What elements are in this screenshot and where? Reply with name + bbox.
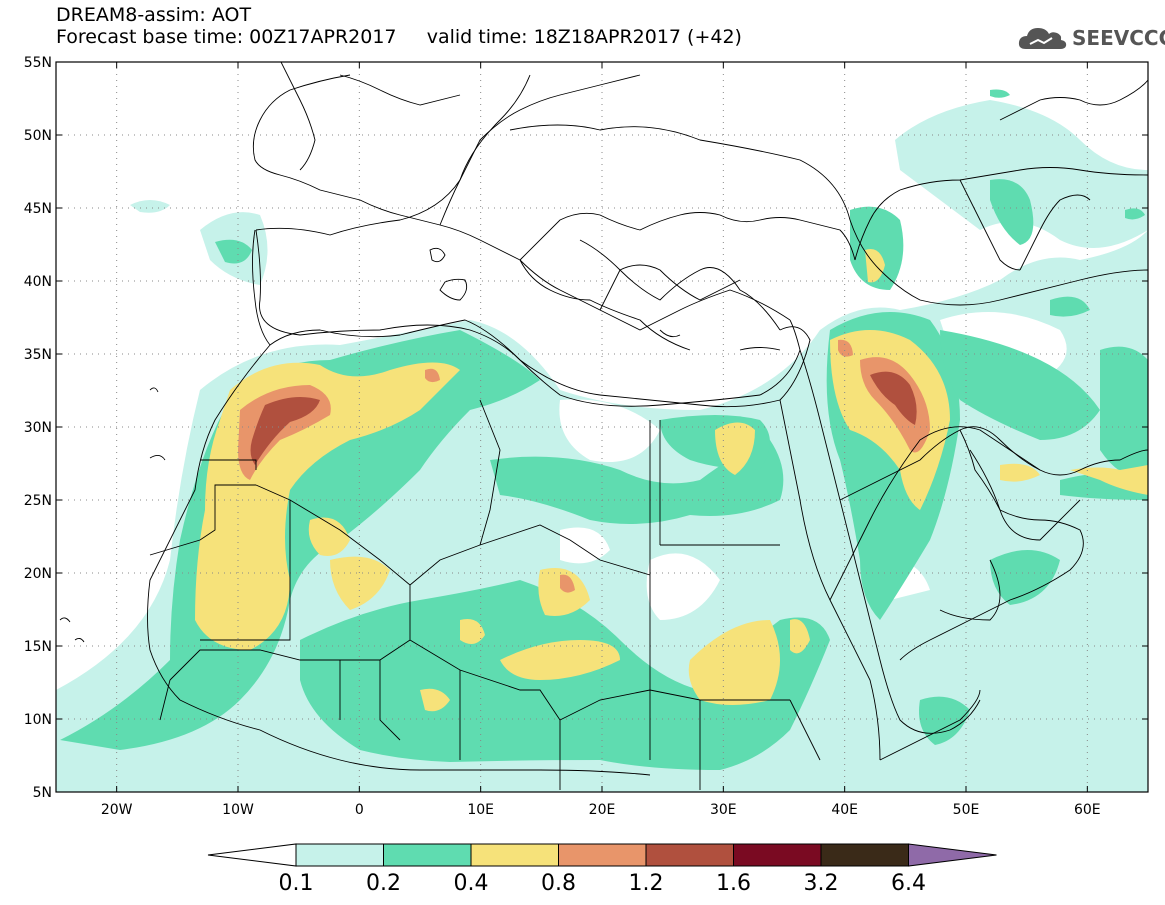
colorbar-level-label: 6.4 bbox=[891, 871, 926, 896]
colorbar-swatch bbox=[295, 843, 384, 867]
lat-tick-label: 30N bbox=[24, 420, 52, 436]
colorbar-min-triangle bbox=[207, 843, 297, 867]
colorbar-level-label: 0.8 bbox=[541, 871, 576, 896]
colorbar-swatch bbox=[383, 843, 472, 867]
lon-tick-label: 40E bbox=[831, 802, 858, 818]
coastlines bbox=[59, 62, 1148, 776]
lon-tick-label: 10W bbox=[222, 802, 254, 818]
seevccc-logo: SEEVCCC bbox=[1016, 22, 1165, 54]
longitude-axis: 20W 10W 0 10E 20E 30E 40E 50E 60E bbox=[101, 62, 1101, 818]
colorbar-level-label: 3.2 bbox=[804, 871, 839, 896]
lon-tick-label: 30E bbox=[710, 802, 737, 818]
colorbar-swatch bbox=[733, 843, 822, 867]
lon-tick-label: 0 bbox=[355, 802, 364, 818]
colorbar-level-label: 0.1 bbox=[279, 871, 314, 896]
lat-tick-label: 25N bbox=[24, 493, 52, 509]
aot-colorbar: 0.1 0.2 0.4 0.8 1.2 1.6 3.2 6.4 bbox=[207, 843, 997, 896]
lat-tick-label: 20N bbox=[24, 566, 52, 582]
colorbar-level-label: 1.6 bbox=[716, 871, 751, 896]
colorbar-swatch bbox=[645, 843, 734, 867]
lat-tick-label: 15N bbox=[24, 639, 52, 655]
colorbar-swatch bbox=[820, 843, 909, 867]
colorbar-level-label: 0.4 bbox=[454, 871, 489, 896]
colorbar-level-label: 0.2 bbox=[366, 871, 401, 896]
lat-tick-label: 55N bbox=[24, 55, 52, 71]
colorbar-level-label: 1.2 bbox=[629, 871, 664, 896]
lat-tick-label: 35N bbox=[24, 347, 52, 363]
colorbar-max-triangle bbox=[908, 843, 997, 867]
lat-tick-label: 5N bbox=[33, 785, 52, 801]
lon-tick-label: 10E bbox=[467, 802, 494, 818]
map-plot bbox=[56, 62, 1148, 792]
logo-text: SEEVCCC bbox=[1072, 26, 1165, 50]
lat-tick-label: 40N bbox=[24, 274, 52, 290]
lat-tick-label: 50N bbox=[24, 128, 52, 144]
aot-shading-1.2 bbox=[250, 371, 917, 465]
cloud-logo-icon bbox=[1018, 28, 1067, 49]
lat-tick-label: 45N bbox=[24, 201, 52, 217]
lon-tick-label: 60E bbox=[1074, 802, 1101, 818]
lon-tick-label: 50E bbox=[953, 802, 980, 818]
map-title-block: DREAM8-assim: AOT Forecast base time: 00… bbox=[56, 4, 742, 48]
colorbar-swatch bbox=[470, 843, 559, 867]
lat-tick-label: 10N bbox=[24, 712, 52, 728]
lon-tick-label: 20W bbox=[101, 802, 133, 818]
colorbar-swatch bbox=[558, 843, 647, 867]
lon-tick-label: 20E bbox=[589, 802, 616, 818]
map-graticule bbox=[56, 62, 1148, 792]
latitude-axis: 55N 50N 45N 40N 35N 30N 25N 20N 15N 10N 5N bbox=[24, 55, 1148, 801]
product-title: DREAM8-assim: AOT bbox=[56, 4, 252, 26]
forecast-times: Forecast base time: 00Z17APR2017 valid t… bbox=[56, 26, 742, 48]
